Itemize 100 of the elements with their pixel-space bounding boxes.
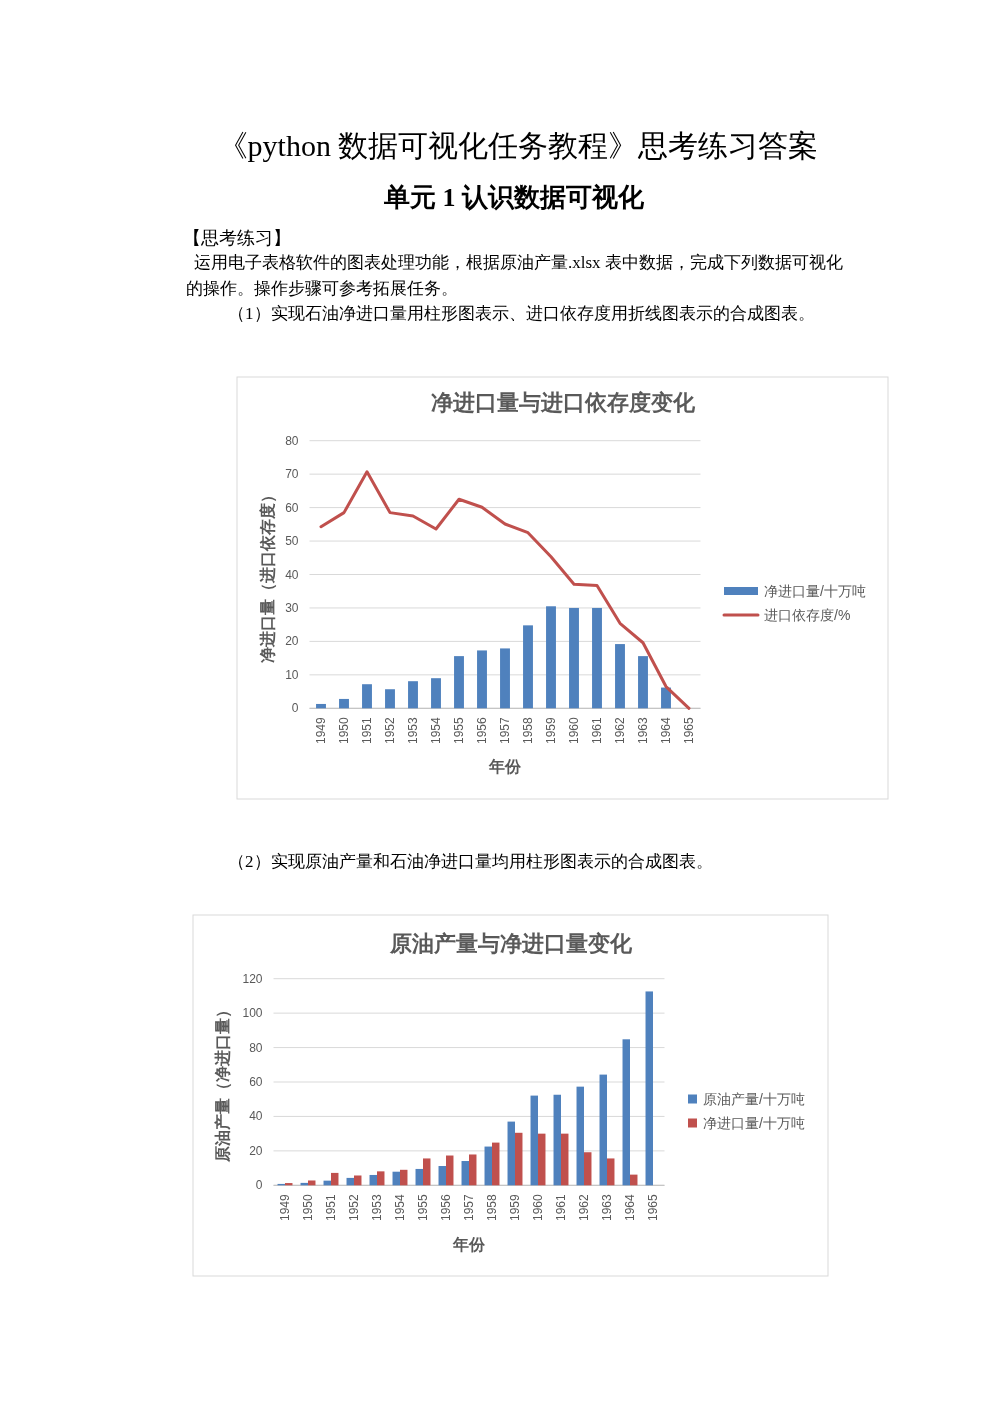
bar [622, 1039, 630, 1186]
bar [423, 1158, 431, 1186]
text: （2）实现原油产量和石油净进口量均用柱形图表示的合成图表。 [228, 851, 713, 873]
bar [477, 650, 487, 709]
bar [446, 1155, 454, 1186]
bar [515, 1132, 523, 1186]
y-tick-label: 50 [285, 534, 299, 549]
bar [561, 1133, 569, 1186]
bar [454, 656, 464, 709]
bar [599, 1074, 607, 1186]
bar [546, 606, 556, 709]
y-tick-label: 30 [285, 600, 299, 615]
x-tick-label: 1951 [324, 1193, 338, 1221]
y-tick-label: 80 [249, 1040, 263, 1055]
bar [362, 684, 372, 709]
x-tick-label: 1963 [636, 716, 650, 744]
x-tick-label: 1957 [498, 716, 512, 744]
x-tick-label: 1949 [314, 716, 328, 744]
x-tick-label: 1959 [508, 1193, 522, 1221]
bar [484, 1146, 492, 1186]
x-axis-title: 年份 [488, 758, 522, 775]
y-tick-label: 20 [285, 634, 299, 649]
x-tick-label: 1952 [347, 1193, 361, 1221]
legend-label: 净进口量/十万吨 [703, 1115, 805, 1131]
bar [400, 1169, 408, 1186]
x-tick-label: 1955 [416, 1193, 430, 1221]
x-tick-label: 1950 [301, 1193, 315, 1221]
x-tick-label: 1954 [393, 1193, 407, 1221]
bar [615, 644, 625, 709]
y-axis-title: 原油产量（净进口量） [213, 1002, 232, 1163]
x-tick-label: 1958 [485, 1193, 499, 1221]
bar [592, 607, 602, 709]
bar [469, 1154, 477, 1186]
x-tick-label: 1960 [567, 716, 581, 744]
x-tick-label: 1962 [577, 1193, 591, 1221]
x-tick-label: 1961 [554, 1193, 568, 1221]
y-tick-label: 120 [242, 971, 263, 986]
bar [461, 1161, 469, 1186]
bar [316, 703, 326, 709]
x-tick-label: 1952 [383, 716, 397, 744]
y-tick-label: 80 [285, 433, 299, 448]
y-tick-label: 60 [285, 500, 299, 515]
line-series [319, 470, 691, 710]
x-tick-label: 1956 [475, 716, 489, 744]
bar [569, 607, 579, 709]
bar [576, 1086, 584, 1186]
bar [638, 656, 648, 709]
x-tick-label: 1953 [370, 1193, 384, 1221]
bar [538, 1133, 546, 1186]
x-tick-label: 1962 [613, 716, 627, 744]
legend-label: 净进口量/十万吨 [764, 583, 866, 599]
x-tick-label: 1951 [360, 716, 374, 744]
y-tick-label: 10 [285, 667, 299, 682]
y-axis-title: 净进口量（进口依存度） [257, 486, 277, 663]
x-tick-label: 1958 [521, 716, 535, 744]
x-tick-label: 1956 [439, 1193, 453, 1221]
bar [530, 1095, 538, 1186]
bar [645, 991, 653, 1186]
text: 《python 数据可视化任务教程》思考练习答案 [216, 128, 820, 164]
bar [385, 689, 395, 709]
x-tick-label: 1963 [600, 1193, 614, 1221]
bar [553, 1094, 561, 1186]
x-tick-label: 1965 [682, 716, 696, 744]
bar [308, 1180, 316, 1186]
bar [339, 698, 349, 709]
bar [431, 678, 441, 709]
y-tick-label: 40 [285, 567, 299, 582]
bar [661, 687, 671, 709]
bar [354, 1175, 362, 1186]
text: 运用电子表格软件的图表处理功能，根据原油产量.xlsx 表中数据，完成下列数据可视化的操作。操作步骤可参考拓展任务。 [186, 252, 844, 300]
x-tick-label: 1954 [429, 716, 443, 744]
bar [607, 1158, 615, 1186]
legend-label: 原油产量/十万吨 [703, 1091, 805, 1107]
x-tick-label: 1961 [590, 716, 604, 744]
y-tick-label: 20 [249, 1143, 263, 1158]
x-tick-label: 1965 [646, 1193, 660, 1221]
y-tick-label: 100 [242, 1006, 263, 1021]
y-tick-label: 0 [255, 1178, 263, 1193]
bar [492, 1142, 500, 1186]
chart-title: 净进口量与进口依存度变化 [430, 390, 696, 415]
x-tick-label: 1957 [462, 1193, 476, 1221]
x-axis-title: 年份 [452, 1236, 486, 1253]
bar [500, 648, 510, 709]
x-tick-label: 1959 [544, 716, 558, 744]
chart-title: 原油产量与净进口量变化 [388, 931, 633, 956]
y-tick-label: 40 [249, 1109, 263, 1124]
bar [584, 1152, 592, 1186]
y-tick-label: 0 [291, 701, 299, 716]
bar [415, 1168, 423, 1186]
bar [377, 1171, 385, 1186]
bar [408, 681, 418, 709]
y-tick-label: 70 [285, 467, 299, 482]
text: 单元 1 认识数据可视化 [383, 182, 645, 214]
text: 【思考练习】 [183, 227, 291, 250]
bar [438, 1166, 446, 1186]
text: （1）实现石油净进口量用柱形图表示、进口依存度用折线图表示的合成图表。 [228, 303, 815, 325]
x-tick-label: 1955 [452, 716, 466, 744]
y-tick-label: 60 [249, 1075, 263, 1089]
x-tick-label: 1964 [623, 1193, 637, 1221]
x-tick-label: 1964 [659, 716, 673, 744]
